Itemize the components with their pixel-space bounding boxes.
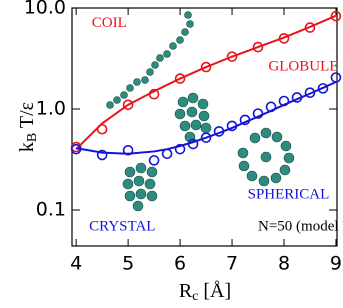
plot-frame bbox=[71, 7, 338, 247]
y-axis-label: kB T/ε bbox=[16, 102, 41, 152]
data-point bbox=[70, 143, 82, 155]
data-point bbox=[161, 148, 173, 160]
data-point bbox=[265, 101, 277, 113]
data-point bbox=[187, 138, 199, 150]
fit-line bbox=[75, 81, 337, 155]
data-point bbox=[200, 132, 212, 143]
x-tick-label: 6 bbox=[174, 253, 186, 275]
data-point bbox=[304, 87, 316, 98]
data-point bbox=[304, 22, 316, 33]
data-point bbox=[122, 99, 134, 111]
x-label-rest: [Å] bbox=[198, 280, 231, 302]
x-tick-label: 8 bbox=[278, 253, 290, 275]
data-point bbox=[252, 108, 264, 119]
molecule-renders bbox=[106, 11, 295, 212]
x-tick-label: 4 bbox=[70, 253, 82, 275]
data-point bbox=[148, 88, 160, 100]
data-point bbox=[174, 143, 186, 155]
annotation: SPHERICAL bbox=[248, 187, 330, 203]
y-tick-label: 10.0 bbox=[24, 0, 66, 19]
annotation: COIL bbox=[92, 15, 127, 31]
data-point bbox=[330, 10, 342, 22]
data-point bbox=[200, 61, 212, 73]
y-label-main: k bbox=[16, 142, 38, 152]
y-tick-label: 0.1 bbox=[36, 198, 66, 220]
data-point bbox=[330, 72, 342, 83]
y-label-rest: T/ε bbox=[16, 102, 38, 133]
fit-line bbox=[75, 14, 337, 150]
data-point bbox=[122, 144, 134, 156]
data-point bbox=[226, 120, 238, 132]
x-tick-label: 7 bbox=[226, 253, 238, 275]
data-point bbox=[278, 95, 290, 107]
data-point bbox=[96, 149, 108, 161]
x-label-main: R bbox=[179, 280, 193, 302]
data-point bbox=[278, 33, 290, 44]
annotation: N=50 (model P) bbox=[258, 218, 343, 234]
data-point bbox=[174, 73, 186, 84]
data-point bbox=[291, 92, 303, 103]
annotation: GLOBULE bbox=[268, 59, 338, 75]
annotation: CRYSTAL bbox=[89, 218, 155, 234]
data-point bbox=[239, 114, 251, 126]
y-label-sub: B bbox=[25, 133, 40, 142]
data-point bbox=[213, 126, 225, 137]
x-label-sub: c bbox=[192, 289, 198, 304]
data-point bbox=[226, 51, 238, 62]
y-tick-label: 1.0 bbox=[36, 97, 66, 119]
data-point bbox=[96, 123, 108, 135]
data-point bbox=[148, 155, 160, 166]
x-axis-label: Rc [Å] bbox=[179, 280, 231, 305]
x-tick-label: 5 bbox=[122, 253, 134, 275]
x-tick-label: 9 bbox=[330, 253, 342, 275]
data-point bbox=[317, 83, 329, 94]
data-point bbox=[252, 41, 264, 53]
